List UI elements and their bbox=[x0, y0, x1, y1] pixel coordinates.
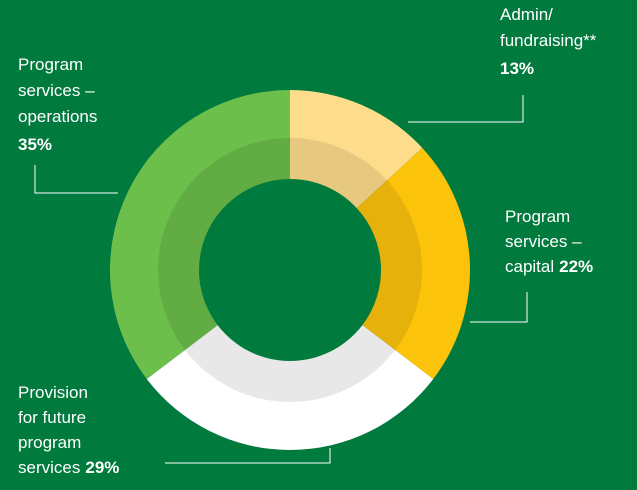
label-line: capital bbox=[505, 257, 554, 276]
label-line: for future bbox=[18, 408, 86, 427]
leader-line bbox=[165, 448, 331, 464]
label-line: Program bbox=[18, 55, 83, 74]
leader-line bbox=[470, 292, 528, 323]
label-line: services – bbox=[18, 81, 95, 100]
value-label: 29% bbox=[85, 458, 119, 477]
label-line: services – bbox=[505, 232, 582, 251]
leader-line bbox=[34, 165, 118, 194]
segment-label: Provision for future program services 29% bbox=[18, 383, 119, 477]
inner-shade bbox=[158, 138, 422, 402]
donut-segment bbox=[110, 90, 291, 380]
donut bbox=[110, 90, 470, 450]
label-line: fundraising** bbox=[500, 31, 597, 50]
label-line: operations bbox=[18, 107, 97, 126]
label-line: Provision bbox=[18, 383, 88, 402]
segment-label: Program services – capital 22% bbox=[505, 207, 593, 276]
leader-lines bbox=[34, 95, 528, 464]
segment-label: Admin/fundraising** 13% bbox=[500, 5, 597, 78]
donut-segment bbox=[356, 147, 470, 380]
label-line: program bbox=[18, 433, 81, 452]
segment-label: Program services – operations 35% bbox=[18, 55, 97, 154]
value-label: 13% bbox=[500, 59, 534, 78]
label-line: Program bbox=[505, 207, 570, 226]
donut-segment bbox=[290, 90, 423, 209]
label-line: Admin/ bbox=[500, 5, 553, 24]
value-label: 35% bbox=[18, 135, 52, 154]
label-line: services bbox=[18, 458, 80, 477]
value-label: 22% bbox=[559, 257, 593, 276]
leader-line bbox=[408, 95, 524, 123]
donut-segment bbox=[146, 325, 434, 450]
